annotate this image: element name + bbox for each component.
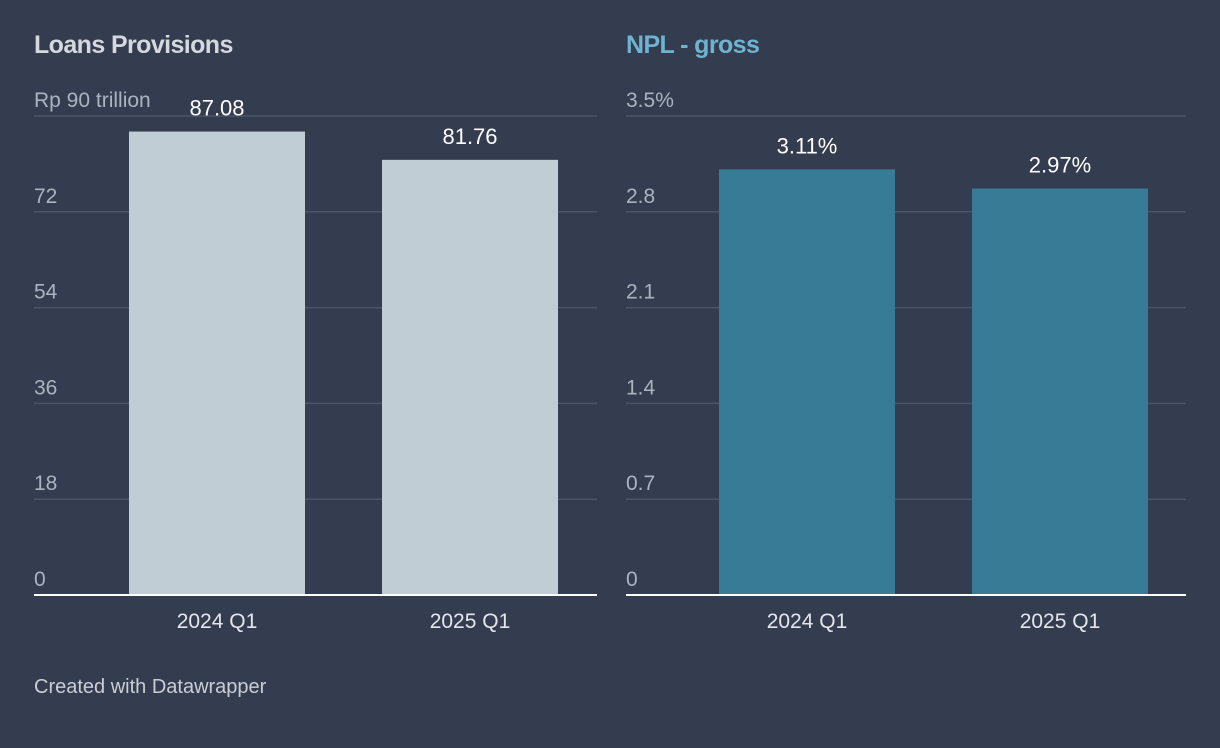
- y-tick-label: 0.7: [626, 472, 655, 495]
- x-category-label: 2024 Q1: [177, 610, 258, 633]
- y-tick-label: 72: [34, 185, 57, 208]
- bar-2025-q1: [382, 159, 558, 596]
- x-category-label: 2025 Q1: [430, 610, 511, 633]
- y-tick-label: 54: [34, 281, 58, 304]
- bar-value-label: 2.97%: [1029, 153, 1091, 178]
- chart-panel-2: NPL - gross 0 0.7 1.4 2.1 2.8 3.5% 3.11% 2024 Q1…: [626, 31, 1186, 633]
- bar-2025-q1: [972, 188, 1148, 595]
- y-tick-label: 18: [34, 472, 57, 495]
- bar-2024-q1: [719, 169, 895, 596]
- footer-credit: Created with Datawrapper: [34, 676, 267, 698]
- chart-panel-1: Loans Provisions 0 18 36 54 72 Rp 90 trillion 8…: [34, 31, 597, 633]
- x-category-label: 2024 Q1: [767, 610, 848, 633]
- y-tick-label: 2.8: [626, 185, 655, 208]
- chart-title: Loans Provisions: [34, 31, 233, 59]
- y-tick-label: 0: [626, 568, 638, 591]
- bar-2024-q1: [129, 131, 305, 595]
- y-tick-label: 2.1: [626, 281, 655, 304]
- y-tick-label: 0: [34, 568, 46, 591]
- y-tick-label: 3.5%: [626, 89, 674, 112]
- y-tick-label: Rp 90 trillion: [34, 89, 151, 112]
- x-category-label: 2025 Q1: [1020, 610, 1101, 633]
- y-tick-label: 1.4: [626, 376, 656, 399]
- bar-value-label: 3.11%: [777, 133, 838, 158]
- chart-title: NPL - gross: [626, 31, 759, 59]
- y-tick-label: 36: [34, 376, 57, 399]
- bar-value-label: 81.76: [442, 124, 497, 149]
- bar-value-label: 87.08: [189, 96, 244, 121]
